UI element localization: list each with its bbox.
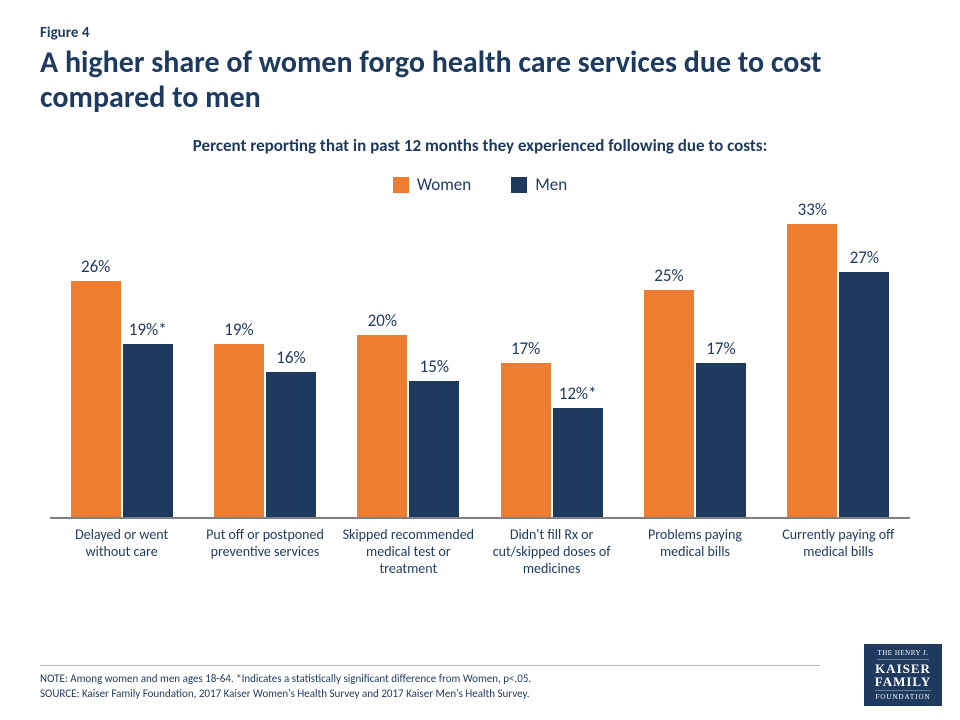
legend-item-women: Women (393, 174, 471, 195)
category-label: Delayed or went without care (50, 527, 193, 577)
figure-container: Figure 4 A higher share of women forgo h… (0, 0, 960, 587)
bar-women: 19% (213, 199, 265, 517)
bar-men: 16% (265, 199, 317, 517)
bar-women: 26% (70, 199, 122, 517)
bar-rect (214, 344, 264, 517)
legend-swatch-men (511, 177, 527, 193)
x-axis-baseline (50, 517, 910, 519)
bar-women: 33% (786, 199, 838, 517)
bar-rect (839, 272, 889, 517)
bar-group: 20% 15% (337, 199, 480, 517)
bar-group: 17% 12%* (480, 199, 623, 517)
category-label: Currently paying off medical bills (767, 527, 910, 577)
bar-rect (696, 363, 746, 517)
chart-plot: 26% 19%* 19% 16% 20% 15% 17% 12%* 25% 17% 33% 27% (50, 199, 910, 519)
bar-rect (71, 281, 121, 517)
bar-value-label: 16% (276, 347, 305, 368)
note-text: NOTE: Among women and men ages 18-64. *I… (40, 672, 820, 687)
category-label: Problems paying medical bills (623, 527, 766, 577)
category-label: Put off or postponed preventive services (193, 527, 336, 577)
logo-line3: FAMILY (875, 675, 932, 688)
kff-logo: THE HENRY J. KAISER FAMILY FOUNDATION (864, 644, 942, 706)
bar-rect (357, 335, 407, 517)
bar-rect (501, 363, 551, 517)
chart-title: A higher share of women forgo health car… (40, 46, 920, 115)
footer-notes: NOTE: Among women and men ages 18-64. *I… (40, 672, 820, 702)
bar-value-label: 27% (850, 247, 879, 268)
bar-value-label: 15% (420, 356, 449, 377)
bar-value-label: 20% (368, 310, 397, 331)
bar-rect (123, 344, 173, 517)
bar-rect (787, 224, 837, 517)
bar-rect (409, 381, 459, 517)
bar-group: 25% 17% (623, 199, 766, 517)
bar-women: 20% (356, 199, 408, 517)
figure-label: Figure 4 (40, 24, 920, 42)
bar-value-label: 17% (706, 338, 735, 359)
bar-group: 19% 16% (193, 199, 336, 517)
source-text: SOURCE: Kaiser Family Foundation, 2017 K… (40, 687, 820, 702)
bar-value-label: 33% (798, 199, 827, 220)
logo-line1: THE HENRY J. (877, 649, 928, 660)
bar-value-label: 19%* (129, 319, 167, 340)
chart-subtitle: Percent reporting that in past 12 months… (40, 135, 920, 156)
bar-value-label: 26% (81, 256, 110, 277)
footer-divider (40, 665, 820, 666)
bar-value-label: 17% (511, 338, 540, 359)
legend-label-men: Men (535, 174, 567, 195)
bar-rect (553, 408, 603, 517)
bar-group: 33% 27% (767, 199, 910, 517)
category-label: Skipped recommended medical test or trea… (337, 527, 480, 577)
category-labels: Delayed or went without carePut off or p… (50, 527, 910, 577)
bar-value-label: 12%* (559, 383, 597, 404)
bar-men: 19%* (122, 199, 174, 517)
bar-groups: 26% 19%* 19% 16% 20% 15% 17% 12%* 25% 17% 33% 27% (50, 199, 910, 517)
category-label: Didn't fill Rx or cut/skipped doses of m… (480, 527, 623, 577)
logo-line4: FOUNDATION (875, 690, 930, 701)
legend: Women Men (40, 174, 920, 195)
legend-swatch-women (393, 177, 409, 193)
bar-group: 26% 19%* (50, 199, 193, 517)
legend-label-women: Women (417, 174, 471, 195)
bar-rect (266, 372, 316, 517)
bar-men: 15% (408, 199, 460, 517)
bar-women: 25% (643, 199, 695, 517)
bar-men: 12%* (552, 199, 604, 517)
bar-value-label: 19% (224, 319, 253, 340)
bar-men: 17% (695, 199, 747, 517)
legend-item-men: Men (511, 174, 567, 195)
bar-value-label: 25% (654, 265, 683, 286)
bar-women: 17% (500, 199, 552, 517)
bar-rect (644, 290, 694, 517)
footer: NOTE: Among women and men ages 18-64. *I… (40, 665, 820, 702)
bar-men: 27% (838, 199, 890, 517)
